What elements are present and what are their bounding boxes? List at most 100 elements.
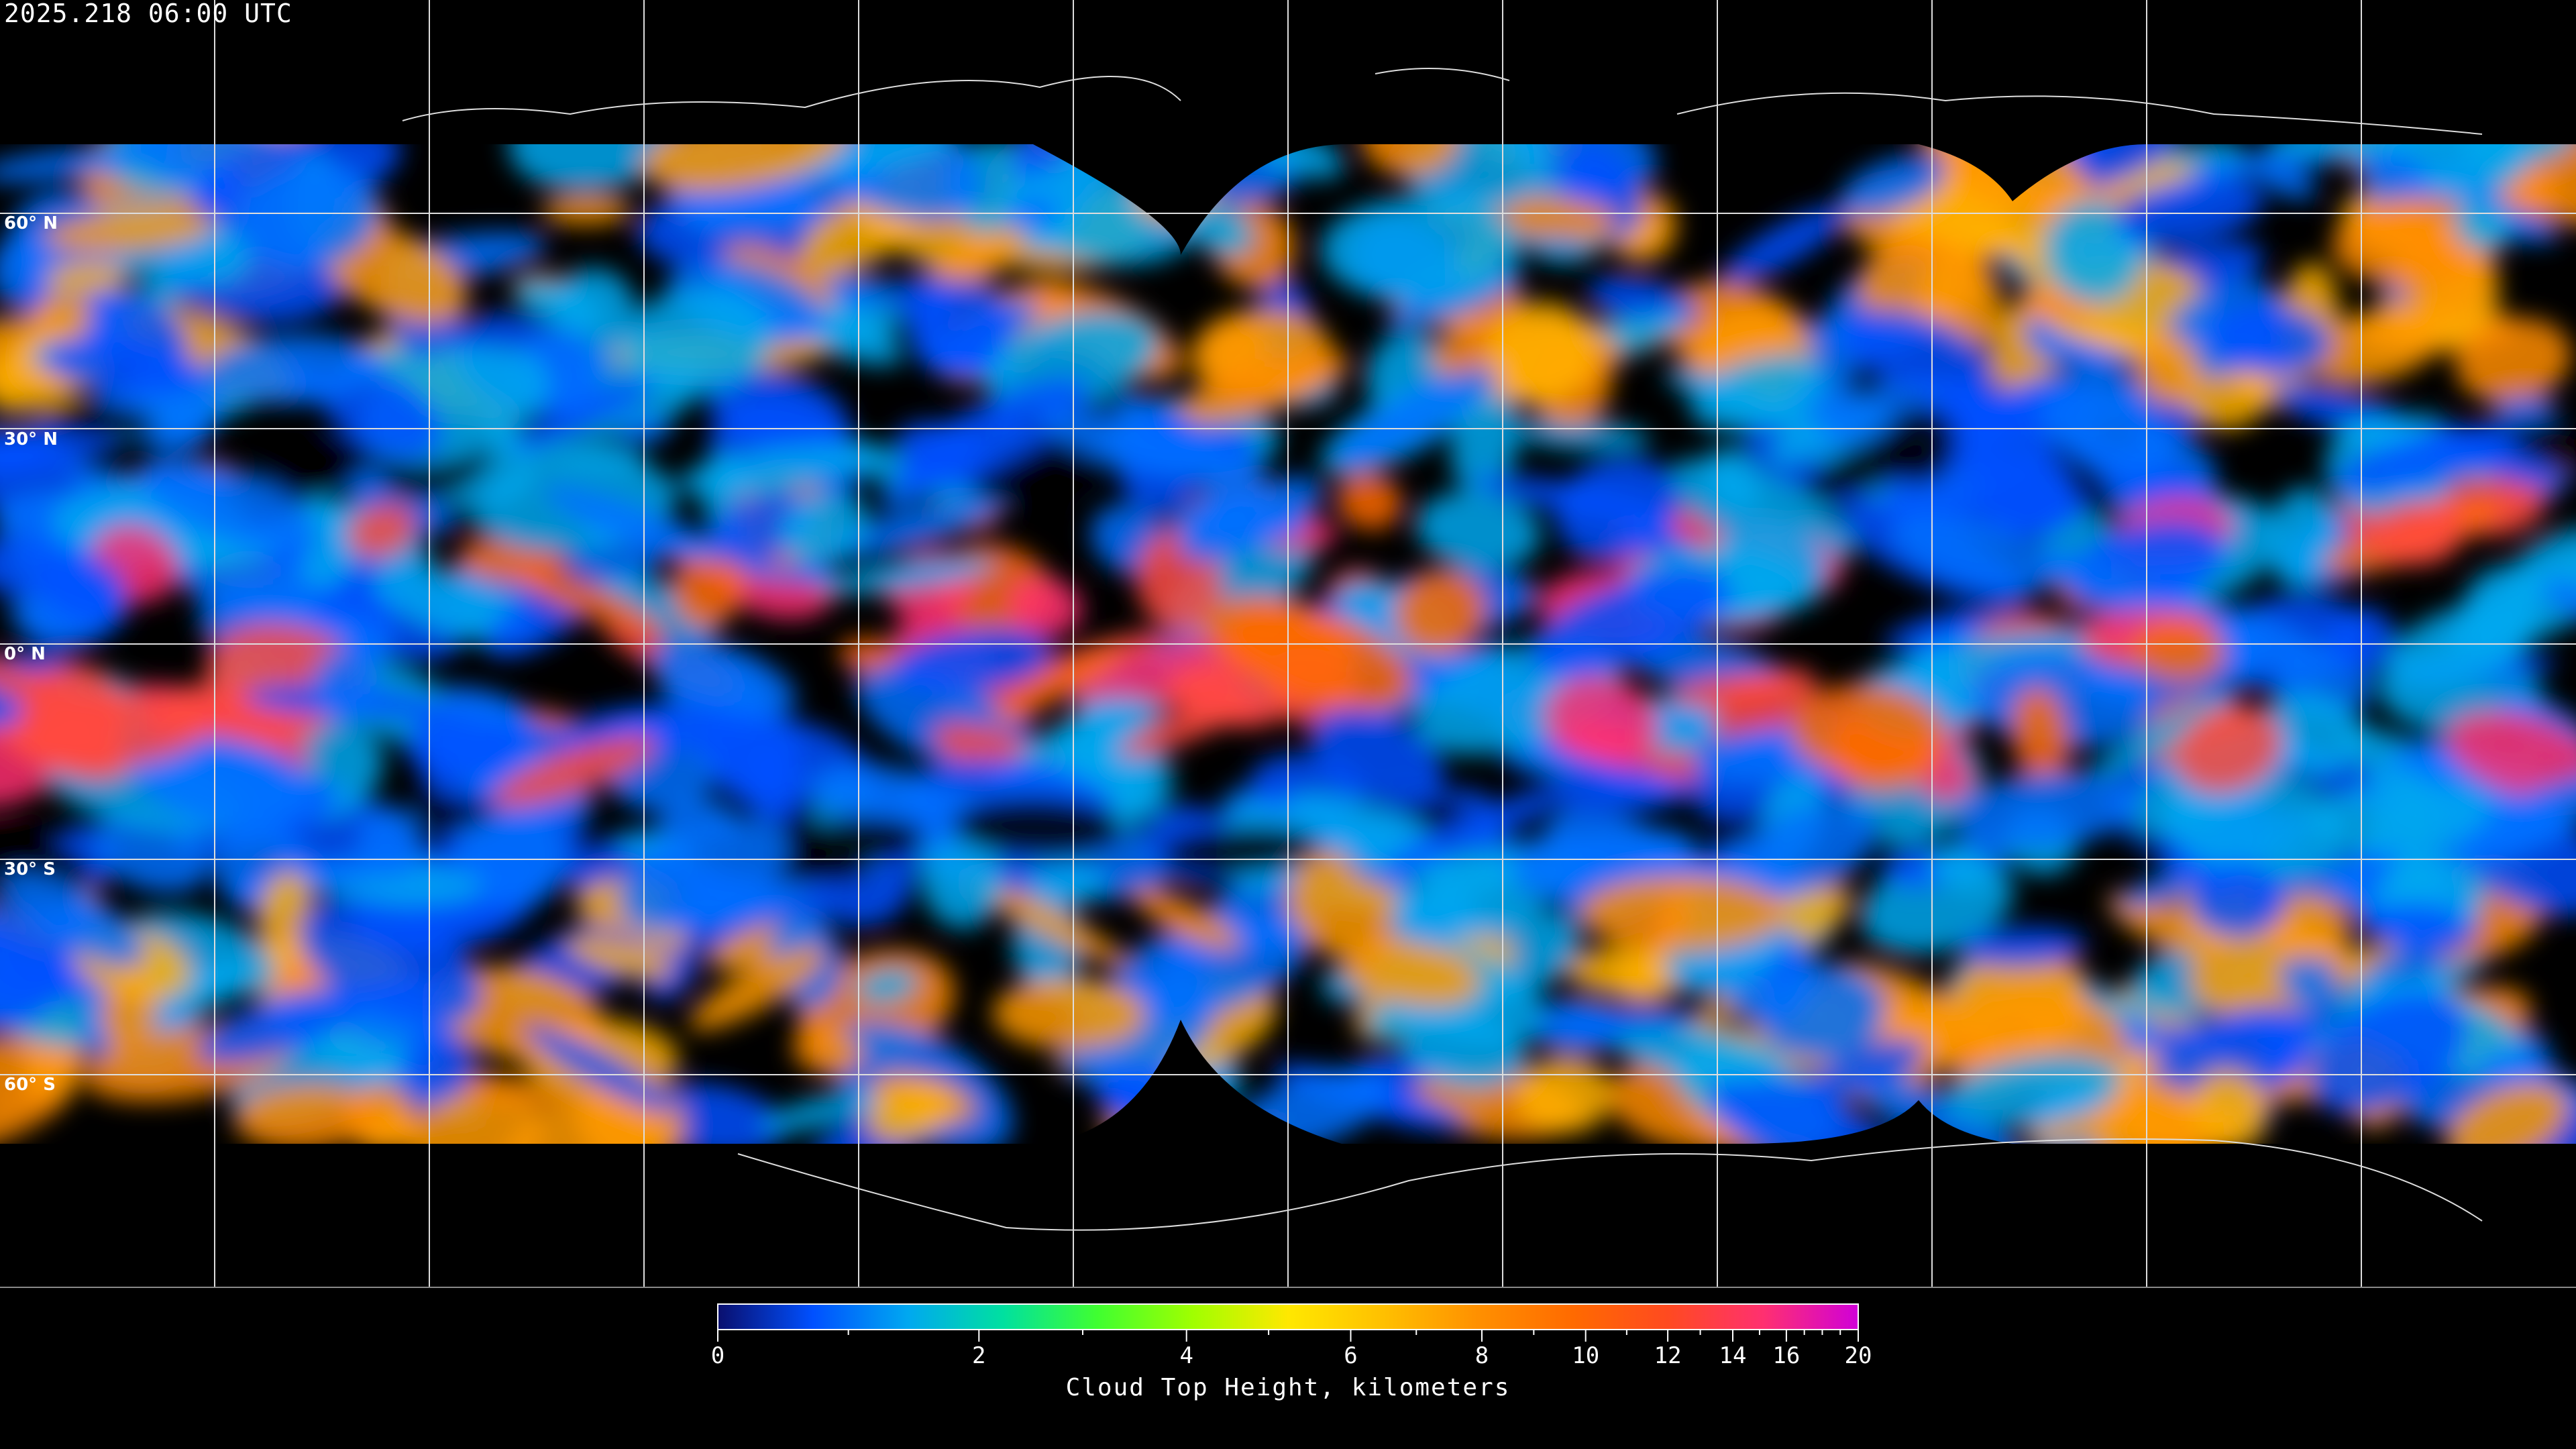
cloud-patch: [46, 262, 127, 294]
coastlines: [402, 68, 2483, 1231]
cloud-patch: [508, 144, 676, 191]
cloud-patch: [2207, 304, 2333, 376]
cloud-patch: [2116, 178, 2264, 245]
cloud-patch: [1310, 708, 1445, 808]
cloud-patch: [2386, 602, 2534, 690]
cloud-patch: [541, 195, 632, 225]
cloud-patch: [1839, 154, 1946, 217]
cloud-patch: [2446, 1083, 2569, 1144]
cloud-patch: [994, 645, 1124, 722]
cloud-patch: [1768, 423, 1828, 466]
cloud-patch: [618, 816, 788, 932]
cloud-patch: [641, 144, 850, 192]
cloud-patch: [1611, 1024, 1787, 1083]
cloud-patch: [1511, 830, 1609, 900]
cloud-patch: [437, 686, 535, 729]
cloud-patch: [2130, 619, 2225, 682]
lat-label-30s: 30° S: [4, 859, 56, 879]
cloud-patch: [2304, 309, 2440, 385]
colorbar-tick-label: 20: [1845, 1342, 1872, 1369]
cloud-patch: [43, 402, 158, 439]
cloud-patch: [1789, 684, 1945, 778]
cloud-patch: [197, 987, 365, 1065]
cloud-patch: [2542, 579, 2576, 618]
cloud-patch: [1515, 1057, 1614, 1134]
cloud-patch: [623, 287, 773, 395]
colorbar-tick-label: 16: [1772, 1342, 1800, 1369]
cloud-patch: [855, 967, 919, 1005]
cloud-patch: [2281, 948, 2337, 1006]
cloud-patch: [347, 503, 416, 558]
colorbar-tick-label: 8: [1475, 1342, 1489, 1369]
cloud-patch: [2108, 892, 2221, 958]
cloud-patch: [0, 146, 144, 182]
cloud-patch: [1884, 608, 1986, 651]
cloud-patch: [1415, 491, 1541, 570]
cloud-patch: [689, 947, 827, 1031]
cloud-patch: [1250, 144, 1344, 179]
cloud-patch: [1929, 843, 1992, 892]
cloud-patch: [0, 967, 60, 1031]
cloud-patch: [544, 485, 720, 561]
cloud-patch: [203, 334, 384, 405]
cloud-patch: [405, 1092, 545, 1144]
cloud-patch: [649, 638, 797, 719]
cloud-patch: [1804, 375, 1946, 444]
cloud-patch: [565, 935, 675, 979]
cloud-patch: [2012, 688, 2070, 788]
cloud-patch: [1336, 472, 1402, 530]
colorbar-tick-label: 10: [1572, 1342, 1599, 1369]
cloud-patch: [1709, 1074, 1903, 1144]
cloud-patch: [1721, 205, 1848, 284]
cloud-patch: [780, 491, 869, 565]
cloud-patch: [1176, 352, 1350, 424]
cloud-patch: [1402, 144, 1551, 213]
cloud-patch: [678, 443, 878, 496]
cloud-patch: [1898, 630, 2104, 680]
cloud-patch: [1320, 197, 1521, 303]
cloud-patch: [1132, 888, 1240, 951]
cloud-patch: [1470, 474, 1678, 523]
cloud-patch: [235, 164, 380, 270]
colorbar-tick-label: 0: [711, 1342, 724, 1369]
cloud-patch: [129, 734, 315, 827]
cloud-patch: [1948, 951, 2087, 1057]
cloud-patch: [807, 763, 938, 819]
cloud-patch: [672, 541, 745, 629]
cloud-patch: [896, 378, 1087, 492]
cloud-patch: [992, 977, 1146, 1050]
cloud-patch: [2256, 160, 2316, 200]
cloud-patch: [1394, 569, 1487, 655]
colorbar-tick-label: 6: [1344, 1342, 1357, 1369]
cloud-patch: [2307, 781, 2496, 855]
cloud-patch: [503, 1095, 671, 1144]
cloud-patch: [234, 1083, 378, 1144]
cloud-patch: [1558, 775, 1688, 815]
cloud-patch: [1382, 783, 1574, 874]
lat-label-60s: 60° S: [4, 1075, 56, 1095]
cloud-patch: [2040, 384, 2176, 477]
cloud-patch: [2363, 902, 2463, 946]
cloud-patch: [2453, 199, 2511, 252]
cloud-patch: [3, 872, 145, 966]
cloud-patch: [312, 649, 379, 724]
cloud-patch: [258, 870, 313, 965]
cloud-patch: [962, 875, 1128, 966]
cloud-patch: [2267, 486, 2337, 590]
cloud-patch: [11, 718, 127, 782]
cloud-patch: [1839, 309, 1994, 398]
cloud-patch: [1026, 865, 1108, 904]
cloud-patch: [1918, 219, 2046, 257]
cloud-patch: [298, 899, 482, 1026]
colorbar-gradient: [717, 1303, 1859, 1330]
cloud-patch: [1545, 676, 1659, 763]
cloud-patch: [2330, 607, 2396, 674]
cloud-patch: [44, 209, 215, 253]
graticule: [0, 0, 2576, 1287]
colorbar-tick-label: 14: [1719, 1342, 1747, 1369]
cloud-patch: [1132, 1118, 1222, 1144]
cloud-patch: [1670, 672, 1797, 708]
cloud-patch: [925, 227, 1026, 294]
cloud-patch: [523, 1024, 676, 1114]
cloud-patch: [1959, 926, 2086, 967]
